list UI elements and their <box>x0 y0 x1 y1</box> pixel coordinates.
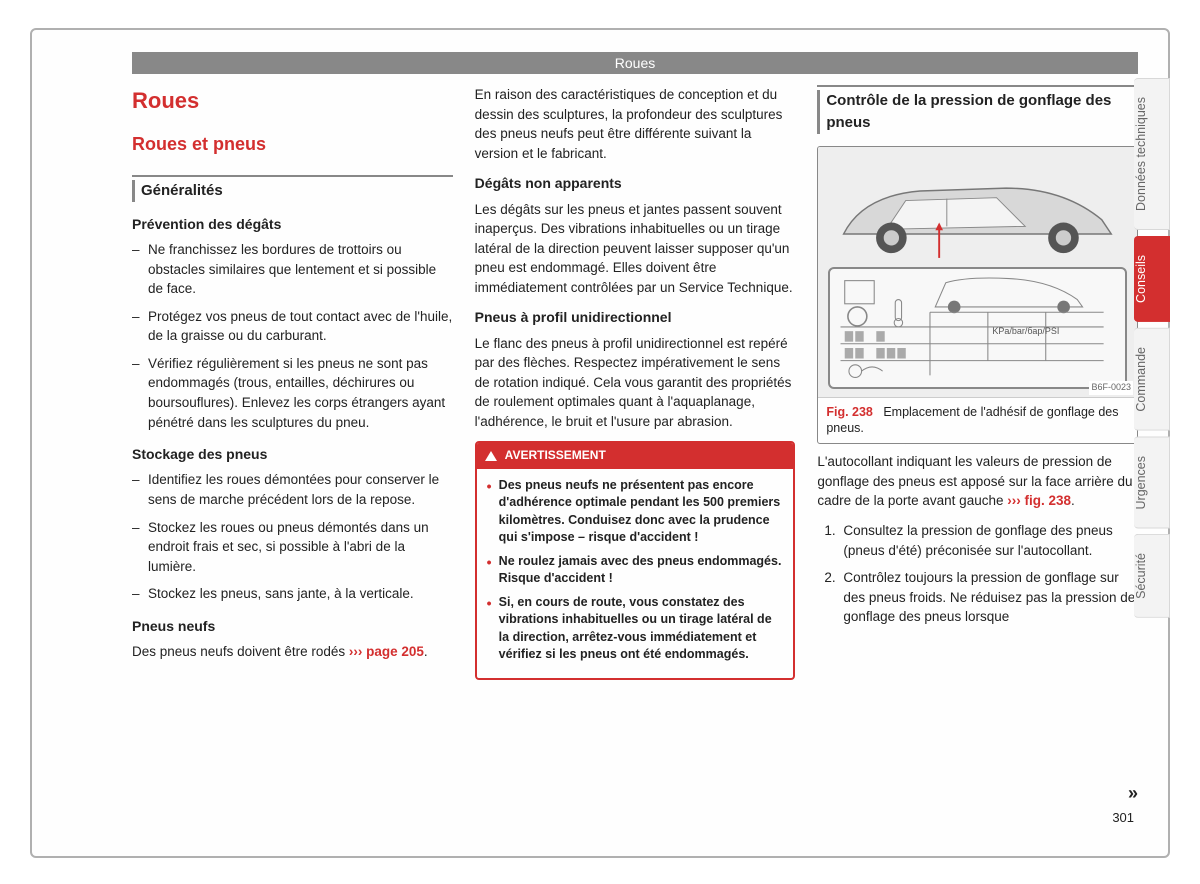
list-item: Stockez les pneus, sans jante, à la vert… <box>132 584 453 604</box>
title-roues-pneus: Roues et pneus <box>132 131 453 157</box>
side-tabs: Données techniques Conseils Commande Urg… <box>1134 78 1170 624</box>
figure-image: KPa/bar/бар/PSI B6F-0023 <box>818 147 1137 397</box>
list-prevention: Ne franchissez les bordures de trottoirs… <box>132 240 453 432</box>
page-header: Roues <box>132 52 1138 74</box>
text: . <box>424 644 428 659</box>
page-number: 301 <box>1112 809 1134 828</box>
section-pression-rule: Contrôle de la pression de gonflage des … <box>817 85 1138 134</box>
tab-securite[interactable]: Sécurité <box>1134 534 1170 618</box>
tab-conseils[interactable]: Conseils <box>1134 236 1170 322</box>
para-degats: Les dégâts sur les pneus et jantes passe… <box>475 200 796 298</box>
title-roues: Roues <box>132 85 453 117</box>
section-generalites: Généralités <box>141 180 453 202</box>
section-generalites-rule: Généralités <box>132 175 453 202</box>
heading-stockage: Stockage des pneus <box>132 444 453 464</box>
content-columns: Roues Roues et pneus Généralités Prévent… <box>132 85 1138 826</box>
car-illustration <box>834 165 1121 260</box>
text: Des pneus neufs doivent être rodés <box>132 644 349 659</box>
para-conception: En raison des caractéristiques de concep… <box>475 85 796 163</box>
list-item: Identifiez les roues démontées pour cons… <box>132 470 453 509</box>
heading-prevention: Prévention des dégâts <box>132 214 453 234</box>
tab-donnees-techniques[interactable]: Données techniques <box>1134 78 1170 230</box>
column-2: En raison des caractéristiques de concep… <box>475 85 796 826</box>
warning-item: Ne roulez jamais avec des pneus endommag… <box>487 553 784 588</box>
heading-unidir: Pneus à profil unidirectionnel <box>475 307 796 327</box>
continuation-icon: » <box>1128 780 1138 806</box>
warning-icon <box>485 451 497 461</box>
column-1: Roues Roues et pneus Généralités Prévent… <box>132 85 453 826</box>
tab-commande[interactable]: Commande <box>1134 328 1170 431</box>
section-tick: Contrôle de la pression de gonflage des … <box>817 90 1138 134</box>
section-pression: Contrôle de la pression de gonflage des … <box>826 90 1138 134</box>
list-item: Ne franchissez les bordures de trottoirs… <box>132 240 453 299</box>
heading-degats: Dégâts non apparents <box>475 173 796 193</box>
warning-item: Des pneus neufs ne présentent pas encore… <box>487 477 784 547</box>
page-frame: Roues Roues Roues et pneus Généralités P… <box>30 28 1170 858</box>
warning-item: Si, en cours de route, vous constatez de… <box>487 594 784 664</box>
section-tick: Généralités <box>132 180 453 202</box>
figure-code: B6F-0023 <box>1089 381 1133 394</box>
list-item: Stockez les roues ou pneus démontés dans… <box>132 518 453 577</box>
column-3: Contrôle de la pression de gonflage des … <box>817 85 1138 826</box>
list-item: Vérifiez régulièrement si les pneus ne s… <box>132 354 453 432</box>
text: . <box>1071 493 1075 508</box>
fig-ref-238[interactable]: ››› fig. 238 <box>1007 493 1071 508</box>
warning-header: AVERTISSEMENT <box>477 443 794 468</box>
step-item: Consultez la pression de gonflage des pn… <box>839 521 1138 560</box>
warning-title: AVERTISSEMENT <box>505 447 606 464</box>
kpa-label: KPa/bar/бар/PSI <box>992 325 1059 338</box>
figure-caption: Fig. 238 Emplacement de l'adhésif de gon… <box>818 397 1137 444</box>
tab-urgences[interactable]: Urgences <box>1134 437 1170 529</box>
figure-238: KPa/bar/бар/PSI B6F-0023 Fig. 238 Emplac… <box>817 146 1138 445</box>
pressure-label-panel: KPa/bar/бар/PSI <box>828 267 1127 389</box>
para-autocollant: L'autocollant indiquant les valeurs de p… <box>817 452 1138 511</box>
para-pneus-neufs: Des pneus neufs doivent être rodés ››› p… <box>132 642 453 662</box>
header-title: Roues <box>615 55 655 71</box>
figure-number: Fig. 238 <box>826 405 873 419</box>
step-item: Contrôlez toujours la pression de gonfla… <box>839 568 1138 627</box>
page-ref-205[interactable]: ››› page 205 <box>349 644 424 659</box>
text: L'autocollant indiquant les valeurs de p… <box>817 454 1132 508</box>
steps-list: Consultez la pression de gonflage des pn… <box>817 521 1138 627</box>
list-item: Protégez vos pneus de tout contact avec … <box>132 307 453 346</box>
list-stockage: Identifiez les roues démontées pour cons… <box>132 470 453 603</box>
heading-pneus-neufs: Pneus neufs <box>132 616 453 636</box>
warning-body: Des pneus neufs ne présentent pas encore… <box>477 469 794 678</box>
warning-box: AVERTISSEMENT Des pneus neufs ne présent… <box>475 441 796 679</box>
para-unidir: Le flanc des pneus à profil unidirection… <box>475 334 796 432</box>
